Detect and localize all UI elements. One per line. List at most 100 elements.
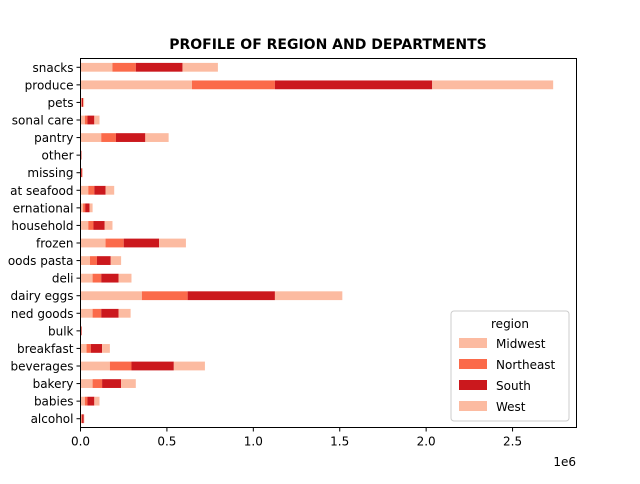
y-tick-label: deli [52,272,74,286]
y-tick-label: alcohol [31,412,74,426]
bar-international-west [89,203,92,212]
bar-deli-midwest [81,274,93,283]
bar-breakfast-west [102,344,110,353]
legend-label-midwest: Midwest [496,337,546,351]
y-tick-label: at seafood [10,184,73,198]
y-tick-label: pets [48,96,74,110]
bar-meat-seafood-west [106,186,115,195]
bar-alcohol-south [82,414,84,423]
bar-household-northeast [88,221,93,230]
bar-produce-midwest [81,80,192,89]
legend-label-northeast: Northeast [496,358,556,372]
bar-international-south [85,203,89,212]
y-tick-label: pantry [34,131,73,145]
bar-personal-care-west [94,116,99,125]
bar-babies-northeast [85,397,88,406]
legend-swatch-midwest [459,338,487,348]
y-tick-label: frozen [36,237,74,251]
bar-beverages-south [131,362,173,371]
bar-beverages-midwest [81,362,110,371]
bar-pets-south [82,98,83,107]
bar-alcohol-northeast [81,414,82,423]
bar-dry-goods-pasta-west [111,256,121,265]
y-tick-label: bakery [33,377,74,391]
legend-label-south: South [496,379,531,393]
bar-breakfast-south [91,344,102,353]
y-tick-label: produce [25,78,74,92]
bar-international-northeast [83,203,85,212]
bar-deli-south [101,274,118,283]
bar-dairy-eggs-south [188,291,275,300]
bar-personal-care-midwest [81,116,85,125]
y-tick-label: bulk [48,324,74,338]
bar-babies-midwest [81,397,85,406]
bar-pantry-northeast [101,133,116,142]
bar-household-west [105,221,113,230]
bar-canned-goods-midwest [81,309,93,318]
bar-dairy-eggs-northeast [142,291,188,300]
bar-pantry-midwest [81,133,102,142]
y-tick-label: breakfast [17,342,74,356]
bar-frozen-west [159,239,186,248]
bar-snacks-midwest [81,63,113,72]
y-axis: alcohol babies bakery beverages breakfast bul… [8,61,81,426]
y-tick-label: snacks [32,61,73,75]
x-tick-label: 2.5 [503,435,522,449]
bar-frozen-northeast [106,239,124,248]
bar-breakfast-northeast [87,344,91,353]
bar-alcohol-west [84,414,85,423]
bar-canned-goods-northeast [93,309,102,318]
bar-deli-west [119,274,132,283]
bar-frozen-south [124,239,159,248]
bar-pantry-south [116,133,145,142]
bar-pets-northeast [81,98,82,107]
bar-snacks-south [136,63,183,72]
bar-meat-seafood-south [94,186,105,195]
bar-dry-goods-pasta-northeast [90,256,97,265]
bar-snacks-west [182,63,217,72]
bar-household-south [93,221,104,230]
bar-missing-west [82,168,83,177]
bar-pets-west [83,98,84,107]
y-tick-label: missing [27,166,73,180]
bar-snacks-northeast [112,63,135,72]
legend-swatch-west [459,401,487,411]
bar-missing-south [81,168,82,177]
bar-beverages-west [174,362,205,371]
x-tick-label: 1.0 [244,435,263,449]
bar-frozen-midwest [81,239,106,248]
bar-canned-goods-south [101,309,118,318]
y-tick-label: ned goods [11,307,74,321]
x-tick-label: 2.0 [417,435,436,449]
bar-bakery-midwest [81,379,93,388]
bar-produce-west [432,80,553,89]
y-tick-label: babies [34,395,74,409]
chart-title: PROFILE OF REGION AND DEPARTMENTS [169,37,487,53]
bar-dry-goods-pasta-midwest [81,256,91,265]
bar-dry-goods-pasta-south [97,256,111,265]
y-tick-label: beverages [10,360,73,374]
bar-meat-seafood-midwest [81,186,89,195]
x-tick-label: 1.5 [330,435,349,449]
bar-bakery-northeast [93,379,103,388]
bar-personal-care-south [87,116,94,125]
bar-babies-west [94,397,99,406]
bar-dairy-eggs-west [275,291,342,300]
bar-produce-south [275,80,432,89]
bar-pantry-west [145,133,168,142]
y-tick-label: ernational [13,201,74,215]
bar-bulk-south [81,326,82,335]
y-tick-label: dairy eggs [10,289,73,303]
bar-canned-goods-west [119,309,131,318]
bar-beverages-northeast [110,362,132,371]
bar-personal-care-northeast [85,116,88,125]
x-tick-label: 0.5 [157,435,176,449]
legend-label-west: West [496,400,526,414]
bar-breakfast-midwest [81,344,87,353]
bar-household-midwest [81,221,89,230]
bar-bakery-west [121,379,136,388]
legend-swatch-south [459,380,487,390]
bar-meat-seafood-northeast [88,186,94,195]
